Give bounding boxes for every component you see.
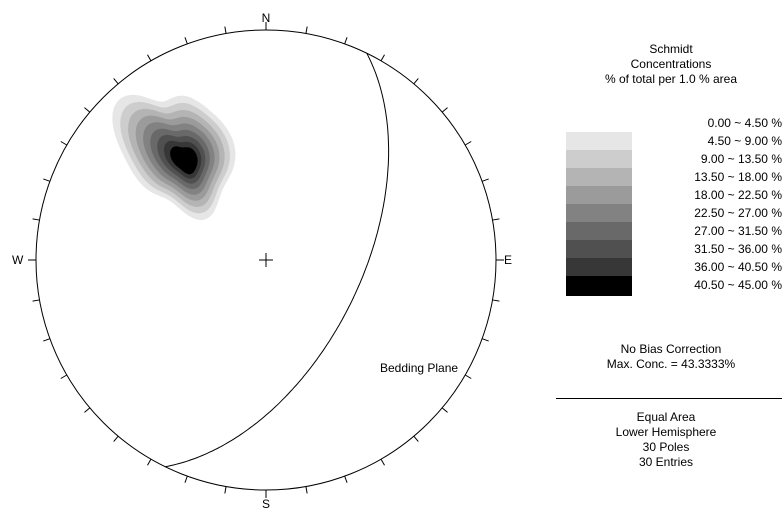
degree-tick [32,218,40,221]
legend-row: 4.50 ~ 9.00 % [566,132,782,152]
legend-title: Concentrations [630,57,712,71]
legend-subtitle: % of total per 1.0 % area [604,72,738,86]
legend-bin-label: 18.00 ~ 22.50 % [694,188,782,202]
bias-correction-text: No Bias Correction [620,342,722,356]
legend-bin-label: 27.00 ~ 31.50 % [694,224,782,238]
degree-tick [481,178,489,182]
legend-divider [556,398,782,399]
entries-count-text: 30 Entries [638,455,694,469]
west-label: W [12,253,24,267]
degree-tick [224,26,227,34]
degree-tick [441,407,448,413]
legend-footer: Equal Area Lower Hemisphere 30 Poles 30 … [582,410,750,470]
degree-tick [464,141,472,146]
max-concentration-text: Max. Conc. = 43.3333% [606,357,736,371]
north-label: N [262,11,271,25]
degree-tick [113,435,119,442]
bedding-plane-label: Bedding Plane [380,361,458,375]
stereonet-plot: Bedding Plane N S E W [12,11,512,511]
legend-swatch [566,168,632,188]
degree-tick [305,26,308,34]
degree-tick [147,54,152,62]
legend-row: 18.00 ~ 22.50 % [566,186,782,206]
degree-tick [492,299,500,302]
degree-tick [224,486,227,494]
east-label: E [504,253,512,267]
legend-row: 27.00 ~ 31.50 % [566,222,782,242]
legend-row: 40.50 ~ 45.00 % [566,276,782,296]
legend-swatch [566,186,632,206]
legend-swatch [566,240,632,260]
legend-bin-label: 9.00 ~ 13.50 % [700,152,782,166]
degree-tick [184,475,188,483]
legend-bin-label: 31.50 ~ 36.00 % [694,242,782,256]
legend-bin-label: 4.50 ~ 9.00 % [707,134,782,148]
degree-tick [60,141,68,146]
degree-ticks [28,22,504,498]
legend-bin-label: 22.50 ~ 27.00 % [694,206,782,220]
legend-swatch [566,114,632,134]
degree-tick [481,338,489,342]
legend-net-type: Schmidt [649,42,693,56]
legend-color-scale: 0.00 ~ 4.50 % 4.50 ~ 9.00 % 9.00 ~ 13.50 %… [566,114,782,296]
legend-bin-label: 36.00 ~ 40.50 % [694,260,782,274]
legend-bin-label: 40.50 ~ 45.00 % [694,278,782,292]
hemisphere-text: Lower Hemisphere [615,425,717,439]
degree-tick [184,37,188,45]
legend-swatch [566,258,632,278]
legend-swatch [566,276,632,296]
degree-tick [305,486,308,494]
legend-bin-label: 0.00 ~ 4.50 % [707,116,782,130]
legend-swatch [566,222,632,242]
legend-row: 36.00 ~ 40.50 % [566,258,782,278]
degree-tick [32,299,40,302]
peak-marker [183,157,188,163]
degree-tick [380,458,385,466]
poles-count-text: 30 Poles [642,440,690,454]
degree-tick [380,54,385,62]
legend-header: Schmidt Concentrations % of total per 1.… [582,42,760,87]
legend-swatch [566,204,632,224]
degree-tick [113,78,119,85]
legend-swatch [566,132,632,152]
degree-tick [84,107,91,113]
projection-text: Equal Area [636,410,696,424]
degree-tick [147,458,152,466]
degree-tick [344,37,348,45]
legend-row: 22.50 ~ 27.00 % [566,204,782,224]
legend-swatch [566,150,632,170]
degree-tick [43,178,51,182]
legend-row: 13.50 ~ 18.00 % [566,168,782,188]
degree-tick [60,374,68,379]
degree-tick [413,435,419,442]
degree-tick [344,475,348,483]
center-cross [259,253,273,267]
legend-bias-info: No Bias Correction Max. Conc. = 43.3333% [582,342,760,372]
degree-tick [84,407,91,413]
legend-bin-label: 13.50 ~ 18.00 % [694,170,782,184]
legend-row: 0.00 ~ 4.50 % [566,114,782,134]
degree-tick [441,107,448,113]
degree-tick [413,78,419,85]
legend-row: 9.00 ~ 13.50 % [566,150,782,170]
legend-row: 31.50 ~ 36.00 % [566,240,782,260]
south-label: S [262,497,270,511]
degree-tick [464,374,472,379]
degree-tick [43,338,51,342]
degree-tick [492,218,500,221]
bedding-plane-great-circle [165,53,390,468]
pole-density-contours [112,94,236,221]
